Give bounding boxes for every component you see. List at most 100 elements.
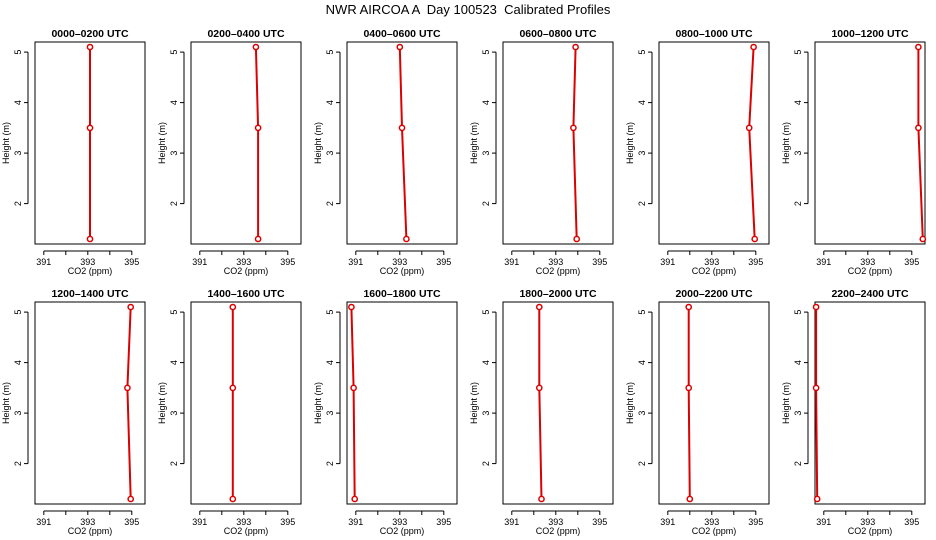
y-axis-label: Height (m) [469,122,479,164]
x-tick-label: 393 [80,257,95,267]
x-tick-label: 393 [548,517,563,527]
x-tick-label: 391 [192,257,207,267]
profile-panel: 0400–0600 UTC 391 393 395 CO2 (ppm) 2 3 4 5 Heigh… [313,28,458,276]
panel-title: 0600–0800 UTC [519,28,596,40]
y-tick-label: 2 [793,461,803,466]
x-tick-label: 391 [36,257,51,267]
y-axis-label: Height (m) [313,382,323,424]
panel-title: 0800–1000 UTC [675,28,752,40]
x-axis-label: CO2 (ppm) [848,526,893,536]
y-tick-label: 3 [637,151,647,156]
x-tick-label: 391 [36,517,51,527]
x-axis-label: CO2 (ppm) [68,526,113,536]
x-tick-label: 395 [592,257,607,267]
y-tick-label: 4 [793,360,803,365]
plot-frame [502,301,614,505]
y-tick-label: 5 [13,50,23,55]
x-tick-label: 393 [860,517,875,527]
y-axis-label: Height (m) [625,382,635,424]
y-tick-label: 5 [169,310,179,315]
y-tick-label: 2 [793,201,803,206]
x-tick-label: 393 [704,257,719,267]
panel-title: 1200–1400 UTC [51,288,128,300]
profile-panel: 0200–0400 UTC 391 393 395 CO2 (ppm) 2 3 4 5 Heigh… [157,28,302,276]
x-tick-label: 393 [236,257,251,267]
y-tick-label: 2 [13,201,23,206]
y-tick-label: 5 [13,310,23,315]
x-tick-label: 395 [280,257,295,267]
data-point [750,43,757,51]
y-tick-label: 5 [481,50,491,55]
profile-line [126,307,132,499]
y-tick-label: 3 [793,151,803,156]
page-title: NWR AIRCOA A Day 100523 Calibrated Profi… [325,2,611,17]
y-tick-label: 5 [637,50,647,55]
profile-line [748,46,756,239]
x-tick-label: 391 [504,257,519,267]
y-tick-label: 4 [13,360,23,365]
y-axis-label: Height (m) [781,122,791,164]
y-tick-label: 3 [637,411,647,416]
x-tick-label: 393 [236,517,251,527]
y-tick-label: 3 [325,151,335,156]
profile-line [572,47,578,239]
x-tick-label: 393 [392,257,407,267]
y-tick-label: 5 [169,50,179,55]
x-axis-label: CO2 (ppm) [692,526,737,536]
y-tick-label: 3 [169,411,179,416]
profile-line [254,47,260,239]
profile-panel: 1800–2000 UTC 391 393 395 CO2 (ppm) 2 3 4 5 Heigh… [469,288,614,536]
y-tick-label: 3 [13,411,23,416]
data-point [254,235,262,243]
profile-line [398,47,408,239]
data-point [398,124,406,132]
panel-title: 1600–1800 UTC [363,288,440,300]
data-point [86,124,94,132]
data-point [570,124,577,132]
panel-title: 1000–1200 UTC [831,28,908,40]
y-tick-label: 3 [169,151,179,156]
data-point [535,384,543,392]
y-tick-label: 2 [169,201,179,206]
x-tick-label: 393 [704,517,719,527]
plot-frame [658,41,770,245]
x-tick-label: 393 [548,257,563,267]
data-point [572,43,579,51]
y-axis-label: Height (m) [1,382,11,424]
x-axis-label: CO2 (ppm) [536,266,581,276]
y-tick-label: 2 [325,201,335,206]
data-point [127,495,135,503]
profile-line [687,307,691,499]
data-point [685,384,693,392]
x-tick-label: 391 [816,517,831,527]
panel-title: 1800–2000 UTC [519,288,596,300]
x-tick-label: 391 [504,517,519,527]
x-tick-label: 393 [80,517,95,527]
y-tick-label: 2 [13,461,23,466]
y-tick-label: 4 [325,100,335,105]
y-tick-label: 3 [481,411,491,416]
profile-line [538,307,543,499]
x-axis-label: CO2 (ppm) [848,266,893,276]
y-tick-label: 4 [325,360,335,365]
y-tick-label: 2 [481,201,491,206]
data-point [403,235,410,243]
data-point [538,495,545,503]
x-tick-label: 391 [660,257,675,267]
y-tick-label: 4 [169,360,179,365]
profile-panel: 0600–0800 UTC 391 393 395 CO2 (ppm) 2 3 4 5 Heigh… [469,28,614,276]
data-point [396,43,404,51]
x-tick-label: 391 [816,257,831,267]
y-tick-label: 5 [793,310,803,315]
plot-frame [346,41,458,245]
data-point [127,303,135,311]
y-tick-label: 3 [793,411,803,416]
y-tick-label: 4 [169,100,179,105]
plot-frame [814,301,926,505]
plot-frame [814,41,926,245]
y-tick-label: 4 [793,100,803,105]
x-axis-label: CO2 (ppm) [536,526,581,536]
x-axis-label: CO2 (ppm) [224,526,269,536]
y-tick-label: 5 [325,310,335,315]
y-tick-label: 4 [637,100,647,105]
